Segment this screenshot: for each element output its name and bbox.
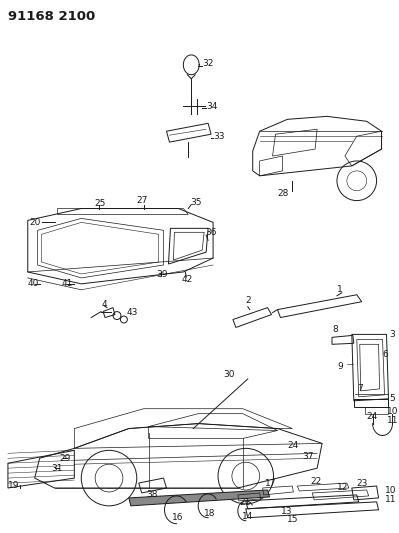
Text: 36: 36 [205,228,217,237]
Text: 27: 27 [137,196,148,205]
Text: 91168 2100: 91168 2100 [8,10,95,23]
Text: 20: 20 [30,218,41,227]
Text: 34: 34 [206,102,217,111]
Text: 21: 21 [240,498,251,507]
Text: 39: 39 [156,270,168,279]
Text: 28: 28 [277,189,289,198]
Text: 18: 18 [204,509,215,518]
Text: 30: 30 [223,369,235,378]
Text: 6: 6 [383,350,388,359]
Text: 7: 7 [357,384,363,393]
Text: 42: 42 [182,276,193,285]
Text: 41: 41 [61,279,73,288]
Text: 13: 13 [280,507,292,516]
Text: 16: 16 [172,513,184,522]
Text: 14: 14 [242,512,253,521]
Text: 24: 24 [287,441,299,450]
Text: 4: 4 [101,300,107,309]
Text: 40: 40 [28,279,39,288]
Text: 33: 33 [213,132,225,141]
Text: 5: 5 [389,394,395,403]
Text: 38: 38 [147,490,158,499]
Text: 31: 31 [51,464,63,473]
Text: 12: 12 [337,483,348,492]
Text: 10: 10 [385,487,396,496]
Text: 43: 43 [127,308,138,317]
Text: 8: 8 [332,325,338,334]
Text: 2: 2 [246,296,251,305]
Text: 19: 19 [8,481,20,489]
Text: 25: 25 [94,199,105,208]
Polygon shape [129,490,270,506]
Text: 35: 35 [190,198,202,207]
Text: 24: 24 [367,412,378,421]
Text: 9: 9 [337,361,343,370]
Text: 10: 10 [387,407,398,416]
Text: 11: 11 [387,416,398,425]
Text: 23: 23 [357,479,368,488]
Text: 22: 22 [310,477,322,486]
Text: 37: 37 [302,452,314,461]
Text: 29: 29 [59,454,71,463]
Text: 3: 3 [389,330,395,339]
Text: 1: 1 [337,285,343,294]
Text: 32: 32 [202,59,213,68]
Text: 15: 15 [287,515,299,524]
Text: 17: 17 [265,479,276,488]
Text: 11: 11 [385,495,396,504]
